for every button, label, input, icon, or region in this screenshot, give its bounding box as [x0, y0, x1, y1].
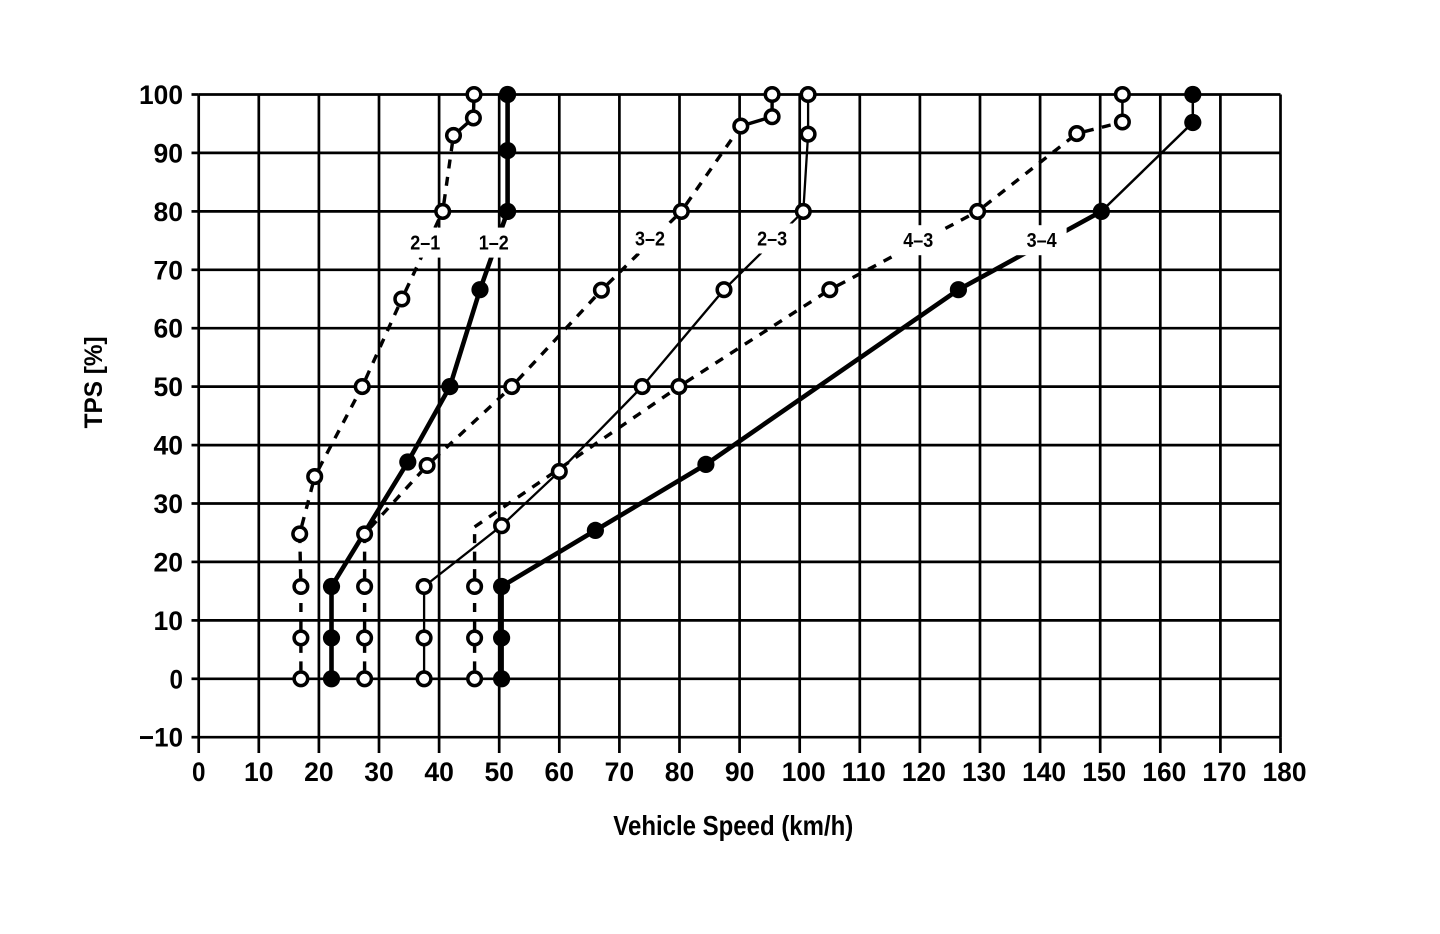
svg-text:4–3: 4–3 — [903, 230, 933, 252]
svg-text:−10: −10 — [139, 723, 183, 753]
svg-text:170: 170 — [1202, 757, 1246, 787]
svg-text:20: 20 — [304, 757, 334, 787]
svg-text:140: 140 — [1022, 757, 1066, 787]
svg-text:0: 0 — [192, 757, 206, 787]
svg-text:3–4: 3–4 — [1027, 230, 1058, 252]
svg-text:130: 130 — [962, 757, 1006, 787]
svg-text:120: 120 — [902, 757, 946, 787]
svg-text:10: 10 — [244, 757, 274, 787]
svg-text:90: 90 — [725, 757, 755, 787]
svg-text:60: 60 — [545, 757, 575, 787]
svg-text:80: 80 — [154, 197, 184, 227]
svg-text:50: 50 — [154, 372, 184, 402]
svg-text:100: 100 — [139, 80, 183, 110]
svg-text:40: 40 — [154, 431, 184, 461]
svg-text:20: 20 — [154, 547, 184, 577]
svg-text:30: 30 — [364, 757, 394, 787]
svg-text:50: 50 — [484, 757, 514, 787]
svg-text:40: 40 — [424, 757, 454, 787]
svg-text:2–1: 2–1 — [410, 233, 440, 255]
svg-text:1–2: 1–2 — [479, 233, 509, 255]
svg-text:TPS [%]: TPS [%] — [80, 336, 108, 428]
svg-text:10: 10 — [154, 606, 184, 636]
svg-text:80: 80 — [665, 757, 695, 787]
svg-text:60: 60 — [154, 314, 184, 344]
svg-text:90: 90 — [154, 138, 184, 168]
svg-text:70: 70 — [154, 255, 184, 285]
svg-text:180: 180 — [1263, 757, 1307, 787]
svg-text:110: 110 — [842, 757, 886, 787]
svg-text:2–3: 2–3 — [757, 229, 787, 251]
svg-text:30: 30 — [154, 489, 184, 519]
svg-text:160: 160 — [1142, 757, 1186, 787]
svg-text:150: 150 — [1082, 757, 1126, 787]
svg-text:3–2: 3–2 — [635, 229, 665, 251]
svg-text:100: 100 — [782, 757, 826, 787]
svg-text:Vehicle Speed (km/h): Vehicle Speed (km/h) — [613, 810, 853, 841]
svg-text:0: 0 — [170, 664, 184, 694]
svg-text:70: 70 — [605, 757, 635, 787]
